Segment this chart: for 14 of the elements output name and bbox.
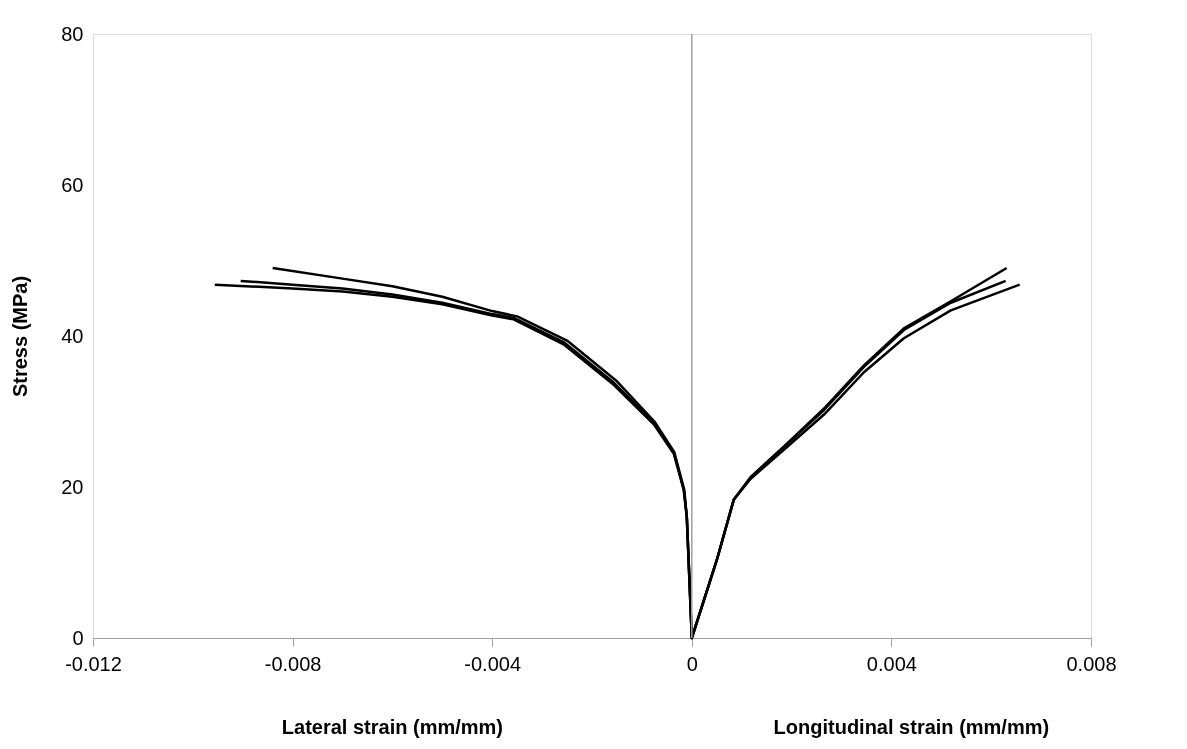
x-tick-label: 0.004	[866, 652, 917, 675]
x-tick-label: -0.008	[264, 652, 322, 675]
text: Longitudinal strain (mm/mm)	[773, 716, 1050, 738]
x-tick-label: -0.012	[65, 652, 122, 675]
y-axis-title: Stress (MPa)	[9, 275, 32, 398]
x-tick-label: -0.004	[464, 652, 522, 675]
y-tick-label: 0	[72, 626, 84, 649]
x-axis-title: Lateral strain (mm/mm)	[281, 716, 503, 738]
y-tick-label: 80	[61, 22, 84, 45]
y-tick-label: 20	[61, 475, 84, 498]
y-tick-label: 60	[61, 173, 84, 196]
x-tick-label: 0.008	[1066, 652, 1117, 675]
y-tick-label: 40	[61, 324, 84, 347]
x-tick-label: 0	[686, 652, 698, 675]
